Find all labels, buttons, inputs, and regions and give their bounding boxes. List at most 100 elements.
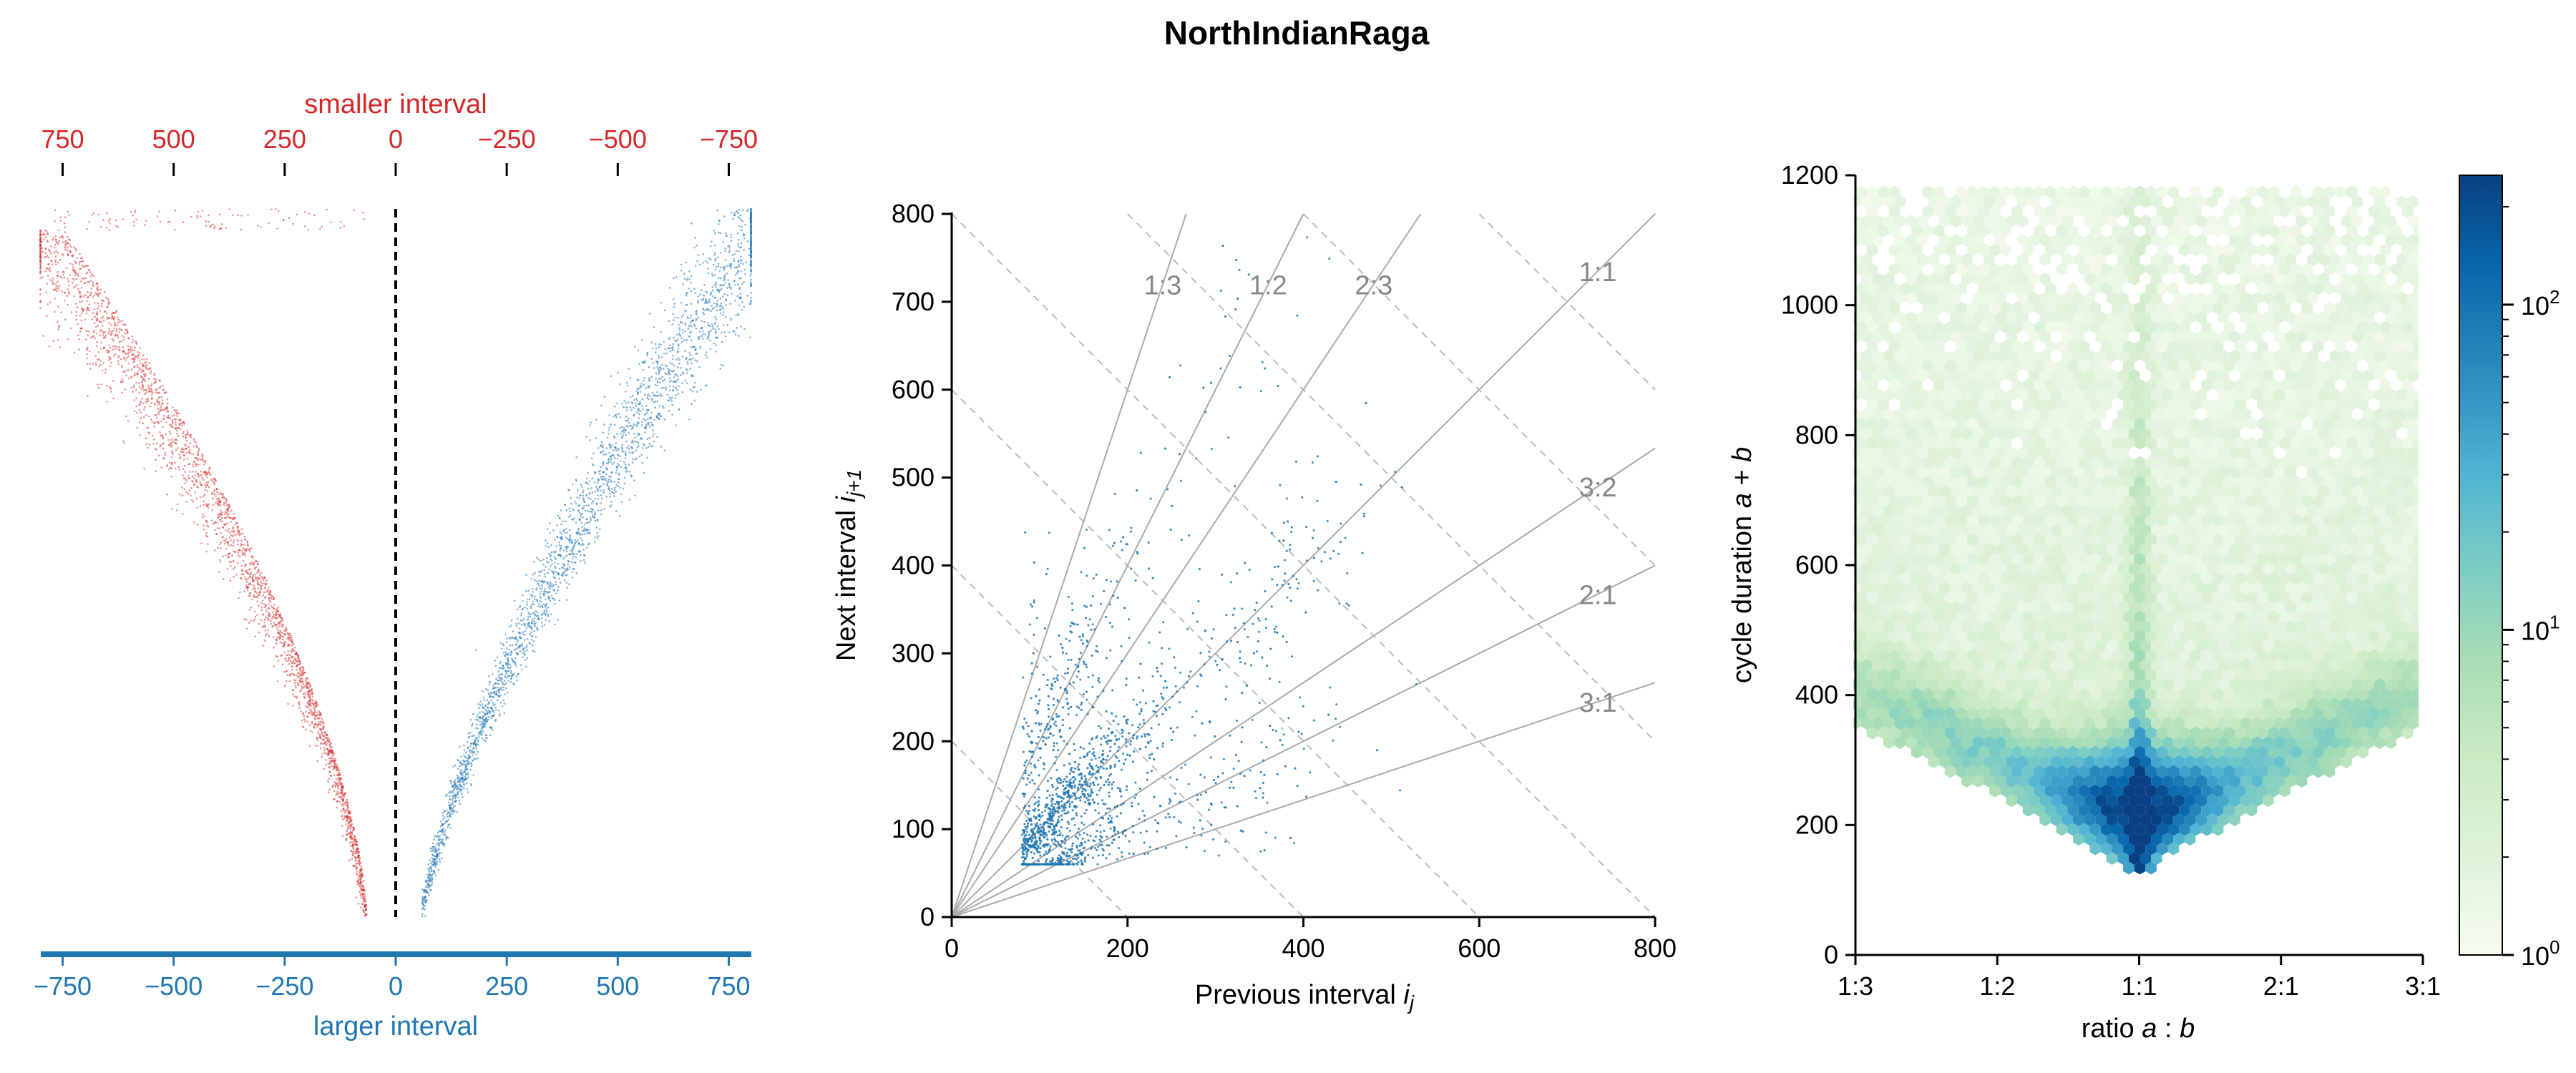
left-blue-point bbox=[662, 380, 664, 382]
left-red-point bbox=[64, 246, 66, 249]
left-blue-point bbox=[655, 394, 658, 397]
left-red-point bbox=[351, 826, 353, 828]
left-blue-point bbox=[712, 325, 714, 328]
left-blue-point bbox=[552, 589, 555, 591]
left-blue-point bbox=[457, 775, 459, 778]
left-red-point bbox=[333, 763, 336, 765]
left-blue-point bbox=[627, 426, 630, 428]
left-red-point bbox=[228, 560, 230, 563]
left-blue-point bbox=[720, 331, 723, 334]
left-red-point bbox=[212, 497, 215, 499]
left-red-point bbox=[346, 814, 348, 817]
left-blue-point bbox=[537, 601, 539, 603]
left-blue-point bbox=[557, 554, 560, 557]
left-blue-point bbox=[575, 556, 577, 559]
left-red-point bbox=[346, 818, 348, 821]
left-blue-point bbox=[457, 780, 459, 783]
left-red-point bbox=[306, 715, 308, 717]
left-red-point bbox=[361, 892, 364, 895]
left-blue-point bbox=[439, 858, 441, 861]
left-blue-point bbox=[522, 600, 524, 602]
left-blue-point bbox=[452, 799, 454, 802]
left-blue-point bbox=[640, 383, 643, 385]
left-blue-point bbox=[645, 447, 648, 449]
left-red-point bbox=[204, 489, 207, 491]
left-red-point bbox=[203, 463, 205, 466]
left-blue-point bbox=[432, 870, 435, 872]
left-red-point bbox=[142, 369, 145, 372]
left-red-point bbox=[296, 672, 299, 675]
left-red-point bbox=[53, 252, 56, 254]
left-blue-point bbox=[439, 861, 441, 863]
left-red-point bbox=[224, 540, 227, 542]
left-red-point bbox=[296, 669, 298, 671]
left-red-point bbox=[39, 307, 42, 309]
left-red-point bbox=[123, 324, 126, 326]
left-red-point bbox=[218, 227, 221, 230]
left-red-point bbox=[319, 734, 321, 737]
left-blue-point bbox=[426, 873, 429, 876]
left-red-point bbox=[205, 532, 208, 534]
left-red-point bbox=[77, 334, 79, 336]
left-blue-point bbox=[691, 403, 693, 406]
left-blue-point bbox=[517, 622, 520, 624]
left-red-point bbox=[213, 489, 216, 492]
left-red-point bbox=[218, 504, 220, 506]
left-red-point bbox=[288, 217, 291, 220]
left-red-point bbox=[184, 436, 187, 438]
left-red-point bbox=[136, 371, 139, 374]
left-red-point bbox=[218, 527, 221, 530]
left-blue-point bbox=[608, 433, 610, 436]
left-red-point bbox=[72, 286, 75, 289]
left-red-point bbox=[328, 757, 331, 760]
left-red-point bbox=[117, 318, 120, 321]
left-red-point bbox=[59, 275, 62, 278]
left-blue-point bbox=[608, 459, 610, 461]
left-blue-point bbox=[562, 549, 565, 552]
left-red-point bbox=[132, 338, 135, 341]
left-blue-point bbox=[518, 627, 521, 629]
left-red-point bbox=[361, 903, 364, 905]
left-red-point bbox=[144, 224, 146, 226]
left-red-point bbox=[333, 765, 336, 768]
left-blue-point bbox=[605, 473, 608, 476]
left-red-point bbox=[356, 841, 358, 843]
left-red-point bbox=[182, 451, 185, 454]
left-blue-point bbox=[738, 208, 741, 211]
left-blue-point bbox=[525, 590, 527, 592]
left-red-point bbox=[259, 580, 262, 583]
left-red-point bbox=[313, 711, 316, 714]
left-blue-point bbox=[549, 599, 552, 602]
left-red-point bbox=[329, 743, 332, 745]
left-blue-point bbox=[723, 215, 726, 217]
left-red-point bbox=[64, 231, 67, 233]
left-blue-point bbox=[677, 393, 680, 396]
left-blue-point bbox=[595, 526, 598, 529]
left-blue-point bbox=[467, 763, 470, 766]
left-blue-point bbox=[562, 574, 564, 577]
left-red-point bbox=[342, 805, 345, 808]
left-red-point bbox=[94, 315, 96, 318]
left-red-point bbox=[265, 617, 268, 619]
left-red-point bbox=[223, 501, 225, 504]
left-red-point bbox=[208, 469, 210, 471]
left-red-point bbox=[100, 329, 102, 331]
left-red-point bbox=[311, 711, 313, 713]
left-red-point bbox=[108, 330, 110, 333]
left-red-point bbox=[192, 463, 194, 466]
left-red-point bbox=[296, 213, 298, 216]
left-red-point bbox=[284, 657, 286, 660]
left-blue-point bbox=[537, 612, 539, 614]
left-red-point bbox=[136, 426, 139, 429]
left-red-point bbox=[101, 317, 103, 319]
left-red-point bbox=[233, 575, 235, 578]
left-red-point bbox=[329, 774, 332, 777]
left-red-point bbox=[39, 239, 42, 241]
left-blue-point bbox=[580, 521, 583, 524]
left-red-point bbox=[66, 242, 68, 245]
left-blue-point bbox=[748, 303, 751, 305]
left-blue-point bbox=[701, 320, 703, 322]
left-blue-point bbox=[600, 441, 603, 444]
left-red-point bbox=[343, 817, 346, 820]
left-red-point bbox=[101, 325, 104, 327]
